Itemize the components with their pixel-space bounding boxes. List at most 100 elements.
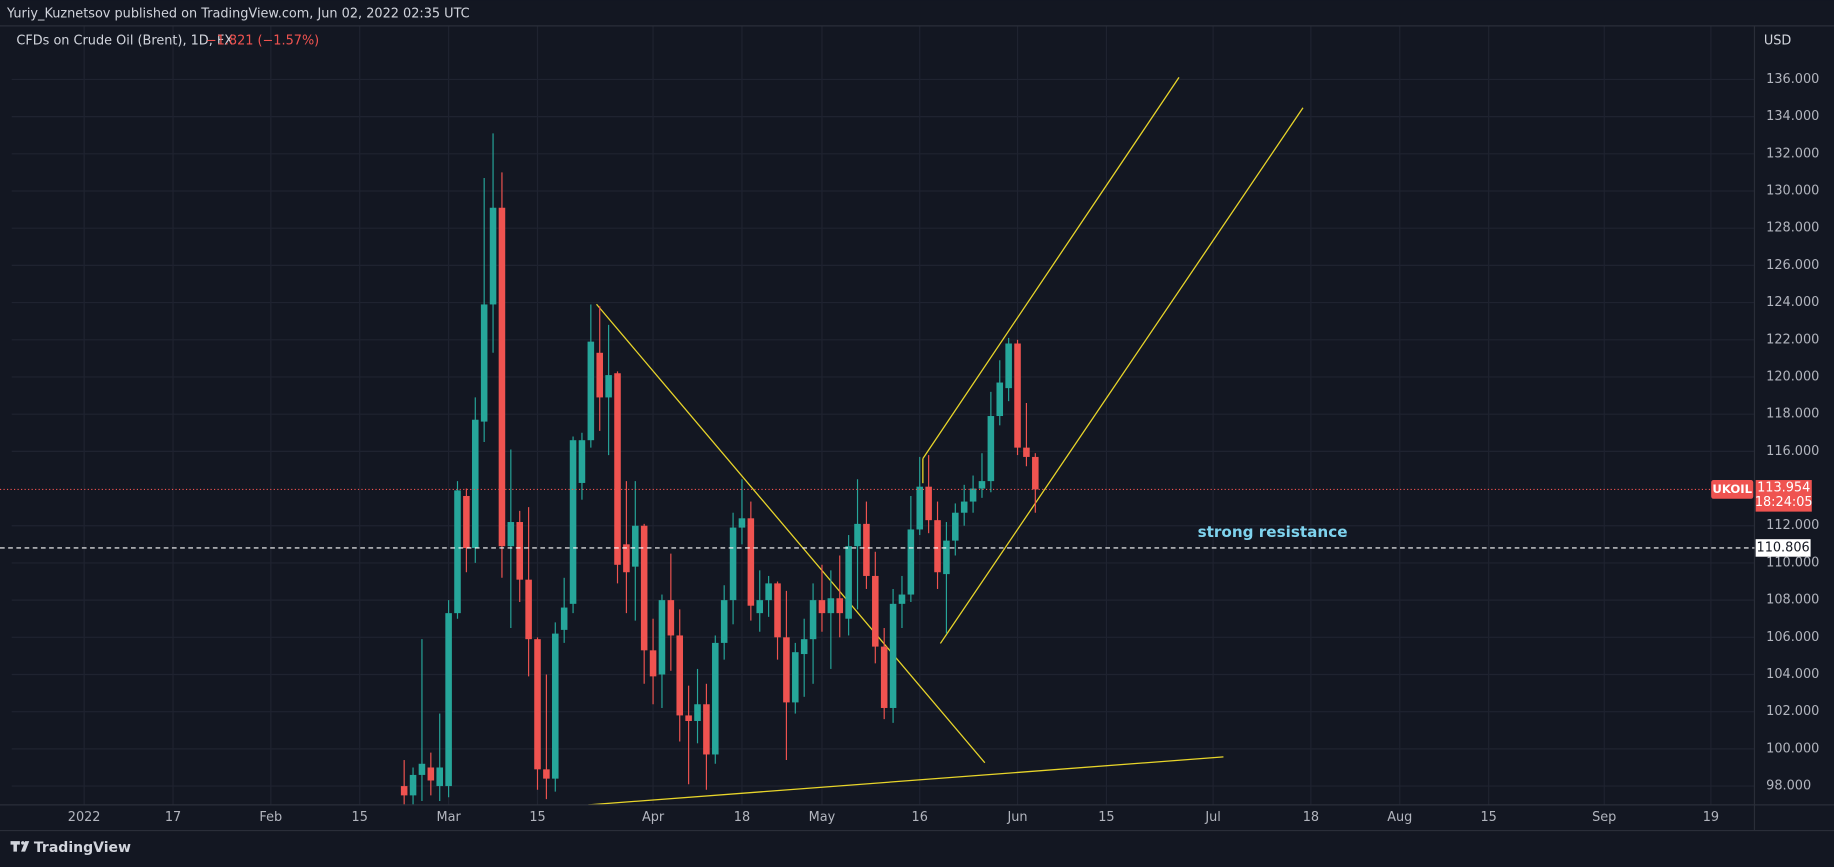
x-tick-label: 17 (165, 810, 181, 825)
candle-body (632, 525, 639, 567)
y-tick-label: 120.000 (1766, 369, 1819, 384)
candle-body (685, 715, 692, 721)
x-tick-label: 18 (734, 810, 750, 825)
candle-body (489, 207, 497, 305)
candle-body (969, 488, 977, 502)
candle-body (880, 646, 888, 708)
y-tick-label: 126.000 (1766, 258, 1819, 273)
candle-body (827, 598, 835, 614)
candle-body (889, 603, 897, 708)
candle-body (712, 642, 719, 755)
trend-line (588, 756, 1224, 805)
x-tick-label: Mar (436, 810, 461, 825)
candle-body (916, 486, 924, 530)
candle-body (854, 523, 861, 547)
candle-body (436, 767, 443, 787)
grid (11, 25, 1755, 805)
x-tick-label: Jul (1204, 810, 1221, 825)
y-tick-label: 106.000 (1766, 630, 1819, 645)
candle-body (1014, 343, 1021, 448)
y-tick-label: 112.000 (1766, 518, 1819, 533)
level-label: 110.806 (1757, 540, 1810, 555)
candle-body (614, 373, 621, 565)
annotation: strong resistance (1198, 523, 1348, 541)
x-tick-label: 19 (1703, 810, 1719, 825)
candle-body (934, 520, 941, 573)
candle-body (952, 512, 959, 541)
currency: USD (1764, 34, 1792, 49)
candle-body (925, 486, 932, 521)
candle-body (409, 774, 417, 796)
candle-body (596, 352, 604, 398)
candle-body (783, 637, 790, 703)
candle-body (516, 522, 524, 580)
x-tick-label: May (809, 810, 836, 825)
candle-body (667, 600, 675, 636)
y-tick-label: 130.000 (1766, 184, 1819, 199)
candle-body (454, 490, 461, 614)
price-label-box (1755, 480, 1812, 512)
x-tick-label: Apr (642, 810, 665, 825)
candle-body (480, 304, 488, 422)
publisher: Yuriy_Kuznetsov published on TradingView… (6, 7, 470, 22)
candle-body (560, 607, 568, 630)
x-tick-label: 15 (1480, 810, 1496, 825)
y-tick-label: 118.000 (1766, 407, 1819, 422)
price-change: −1.821 (−1.57%) (206, 34, 319, 49)
x-tick-label: 18 (1303, 810, 1319, 825)
y-tick-label: 110.000 (1766, 555, 1819, 570)
symbol-label-box (1711, 480, 1754, 499)
candle-body (1005, 343, 1012, 389)
candle-body (756, 600, 764, 614)
candle-body (774, 583, 781, 638)
x-tick-label: 2022 (68, 810, 101, 825)
x-tick-label: Jun (1006, 810, 1027, 825)
y-tick-label: 98.000 (1766, 779, 1811, 794)
symbol-label: UKOIL (1712, 482, 1752, 496)
candle-body (987, 416, 995, 482)
y-tick-label: 136.000 (1766, 72, 1819, 87)
candle-body (872, 575, 879, 647)
x-tick-label: 15 (352, 810, 368, 825)
candle-body (996, 382, 1004, 417)
y-tick-label: 128.000 (1766, 221, 1819, 236)
candle-body (552, 633, 559, 779)
x-tick-label: 16 (912, 810, 928, 825)
price-label: 113.954 (1757, 481, 1810, 496)
candle-body (463, 495, 470, 549)
candle-body (623, 544, 630, 573)
candle-body (569, 440, 577, 604)
y-tick-label: 102.000 (1766, 704, 1819, 719)
candle-body (747, 518, 755, 606)
plot (400, 76, 1304, 805)
candle-body (658, 600, 666, 675)
candle-body (703, 704, 710, 755)
x-tick-label: Sep (1592, 810, 1616, 825)
candle-body (694, 704, 701, 721)
countdown-label: 18:24:05 (1755, 495, 1813, 510)
candle-body (809, 600, 817, 640)
candle-body (836, 598, 844, 614)
candle-body (907, 529, 915, 595)
candle-body (863, 523, 870, 576)
candle-body (605, 375, 612, 398)
candle-body (649, 650, 657, 677)
level-label-box (1755, 539, 1811, 557)
candle-body (720, 600, 728, 643)
y-tick-label: 100.000 (1766, 741, 1819, 756)
trend-line (596, 303, 986, 764)
channel-line (922, 76, 1180, 460)
candle-body (898, 594, 906, 604)
candle-body (1023, 447, 1030, 457)
symbol-description: CFDs on Crude Oil (Brent), 1D, FX (16, 34, 233, 49)
candle-body (960, 501, 968, 513)
candle-body (400, 786, 408, 796)
y-tick-label: 108.000 (1766, 593, 1819, 608)
y-tick-label: 122.000 (1766, 332, 1819, 347)
brand[interactable]: TradingView (34, 840, 131, 856)
candle-body (738, 518, 746, 528)
candle-body (445, 613, 452, 787)
candle-body (543, 769, 550, 779)
